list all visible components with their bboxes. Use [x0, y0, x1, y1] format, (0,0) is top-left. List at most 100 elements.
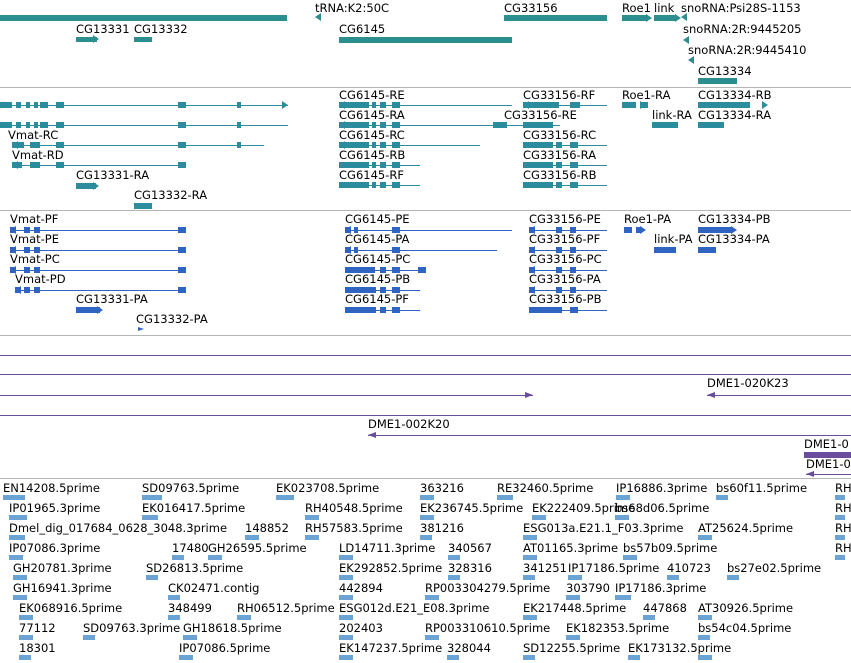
est-track-label[interactable]: 381216	[420, 521, 464, 535]
est-track-label[interactable]: RP003310610.5prime	[425, 621, 551, 635]
gene-track-label[interactable]: snoRNA:Psi28S-1153	[681, 1, 801, 15]
est-track-label[interactable]: CK02471.contig	[168, 581, 260, 595]
transcript-track-1-label[interactable]: CG33156-RF	[523, 88, 596, 102]
est-track-label[interactable]: RE32460.5prime	[497, 481, 594, 495]
est-track-label[interactable]: 447868	[643, 601, 687, 615]
transcript-track-2-label[interactable]: CG33156-PB	[529, 292, 602, 306]
est-track-label[interactable]: SD09763.3prime	[83, 621, 181, 635]
est-track-label[interactable]: GH20781.3prime	[13, 561, 112, 575]
est-track-label[interactable]: 341251	[523, 561, 567, 575]
est-track-label[interactable]: EK147237.5prime	[339, 641, 443, 655]
est-track-label[interactable]: 17480	[172, 541, 209, 555]
gene-track-label[interactable]: CG13332	[134, 22, 188, 36]
est-track-label[interactable]: EN14208.5prime	[3, 481, 100, 495]
est-track-label[interactable]: RH	[835, 541, 851, 555]
est-track-label[interactable]: GH18618.5prime	[183, 621, 282, 635]
est-track-label[interactable]: 148852	[245, 521, 289, 535]
est-track-label[interactable]: 303790	[566, 581, 610, 595]
est-track-label[interactable]: EK068916.5prime	[19, 601, 123, 615]
transcript-track-1-label[interactable]: CG13334-RB	[698, 88, 772, 102]
transcript-track-2-label[interactable]: CG33156-PF	[529, 232, 601, 246]
est-track-label[interactable]: ESG012d.E21_E08.3prime	[339, 601, 490, 615]
est-track-label[interactable]: bs54c04.5prime	[698, 621, 792, 635]
transcript-track-1-label[interactable]: CG6145-RB	[339, 148, 406, 162]
est-track-label[interactable]: EK292852.5prime	[339, 561, 443, 575]
transcript-track-1-label[interactable]: CG6145-RE	[339, 88, 405, 102]
est-track-label[interactable]: 328316	[448, 561, 492, 575]
est-track-label[interactable]: RH	[835, 481, 851, 495]
est-track-label[interactable]: EK173132.5prime	[628, 641, 732, 655]
transcript-track-1-label[interactable]: CG13331-RA	[76, 168, 150, 182]
est-track-label[interactable]: EK236745.5prime	[420, 501, 524, 515]
est-track-label[interactable]: EK222409.5prime	[532, 501, 636, 515]
est-track-label[interactable]: bs57b09.5prime	[623, 541, 718, 555]
est-track-label[interactable]: LD14711.3prime	[339, 541, 436, 555]
clone-track-label[interactable]: DME1-0	[804, 437, 849, 451]
transcript-track-2-label[interactable]: Vmat-PC	[10, 252, 60, 266]
gene-track-label[interactable]: CG13331	[76, 22, 130, 36]
transcript-track-2-label[interactable]: CG6145-PC	[345, 252, 411, 266]
transcript-track-2-label[interactable]: CG6145-PF	[345, 292, 409, 306]
transcript-track-1-label[interactable]: Vmat-RD	[12, 148, 64, 162]
est-track-label[interactable]: RP003304279.5prime	[425, 581, 551, 595]
est-track-label[interactable]: EK016417.5prime	[142, 501, 246, 515]
gene-track-label[interactable]: Roe1	[622, 1, 651, 15]
est-track-label[interactable]: RH57583.5prime	[305, 521, 403, 535]
est-track-label[interactable]: RH40548.5prime	[305, 501, 403, 515]
gene-track-label[interactable]: CG6145	[339, 22, 386, 36]
transcript-track-2-label[interactable]: CG13331-PA	[76, 292, 148, 306]
gene-track-label[interactable]: tRNA:K2:50C	[315, 1, 390, 15]
est-track-label[interactable]: IP17186.5prime	[568, 561, 660, 575]
est-track-label[interactable]: 328044	[447, 641, 491, 655]
transcript-track-1-label[interactable]: CG33156-RB	[523, 168, 597, 182]
clone-track-label[interactable]: DME1-020K23	[707, 376, 789, 390]
clone-track-label[interactable]: DME1-002K20	[368, 417, 450, 431]
est-track-label[interactable]: SD12255.5prime	[523, 641, 621, 655]
est-track-label[interactable]: AT01165.3prime	[523, 541, 619, 555]
est-track-label[interactable]: RH	[835, 521, 851, 535]
transcript-track-2-label[interactable]: Vmat-PD	[15, 272, 66, 286]
est-track-label[interactable]: IP07086.5prime	[179, 641, 271, 655]
transcript-track-2-label[interactable]: CG13332-PA	[136, 312, 208, 326]
transcript-track-1-label[interactable]: CG13334-RA	[698, 108, 772, 122]
est-track-label[interactable]: 363216	[420, 481, 464, 495]
est-track-label[interactable]: RH	[835, 501, 851, 515]
transcript-track-1-label[interactable]: CG6145-RC	[339, 128, 405, 142]
est-track-label[interactable]: AT25624.5prime	[698, 521, 794, 535]
est-track-label[interactable]: EK023708.5prime	[276, 481, 380, 495]
transcript-track-2-label[interactable]: Vmat-PE	[10, 232, 59, 246]
transcript-track-2-label[interactable]: CG13334-PB	[698, 212, 771, 226]
transcript-track-2-label[interactable]: CG6145-PB	[345, 272, 411, 286]
transcript-track-2-label[interactable]: Roe1-PA	[624, 212, 672, 226]
est-track-label[interactable]: bs68d06.5prime	[615, 501, 710, 515]
transcript-track-1-label[interactable]: CG33156-RE	[504, 108, 577, 122]
est-track-label[interactable]: IP17186.3prime	[615, 581, 707, 595]
est-track-label[interactable]: RH06512.5prime	[237, 601, 335, 615]
est-track-label[interactable]: bs60f11.5prime	[716, 481, 808, 495]
transcript-track-2-label[interactable]: CG13334-PA	[698, 232, 770, 246]
est-track-label[interactable]: GH16941.3prime	[13, 581, 112, 595]
est-track-label[interactable]: IP01965.3prime	[9, 501, 101, 515]
est-track-label[interactable]: 202403	[339, 621, 383, 635]
est-track-label[interactable]: 18301	[19, 641, 56, 655]
transcript-track-1-label[interactable]: CG6145-RA	[339, 108, 405, 122]
transcript-track-1-label[interactable]: Vmat-RC	[8, 128, 59, 142]
est-track-label[interactable]: 442894	[339, 581, 383, 595]
transcript-track-2-label[interactable]: link-PA	[654, 232, 693, 246]
est-track-label[interactable]: GH26595.5prime	[208, 541, 307, 555]
transcript-track-2-label[interactable]: CG33156-PE	[529, 212, 601, 226]
transcript-track-1-label[interactable]: Roe1-RA	[622, 88, 671, 102]
transcript-track-2-label[interactable]: CG6145-PE	[345, 212, 410, 226]
est-track-label[interactable]: Dmel_dig_017684_0628_3048.3prime	[9, 521, 228, 535]
transcript-track-1-label[interactable]: CG33156-RA	[523, 148, 597, 162]
transcript-track-2-label[interactable]: CG33156-PC	[529, 252, 602, 266]
est-track-label[interactable]: ESG013a.E21.1_F03.3prime	[523, 521, 684, 535]
transcript-track-1-label[interactable]: link-RA	[652, 108, 692, 122]
transcript-track-1-label[interactable]: CG13332-RA	[134, 188, 208, 202]
est-track-label[interactable]: SD26813.5prime	[146, 561, 244, 575]
gene-track-label[interactable]: snoRNA:2R:9445410	[688, 43, 807, 57]
est-track-label[interactable]: IP16886.3prime	[616, 481, 708, 495]
transcript-track-2-label[interactable]: CG6145-PA	[345, 232, 410, 246]
est-track-label[interactable]: 340567	[448, 541, 492, 555]
est-track-label[interactable]: AT30926.5prime	[698, 601, 794, 615]
